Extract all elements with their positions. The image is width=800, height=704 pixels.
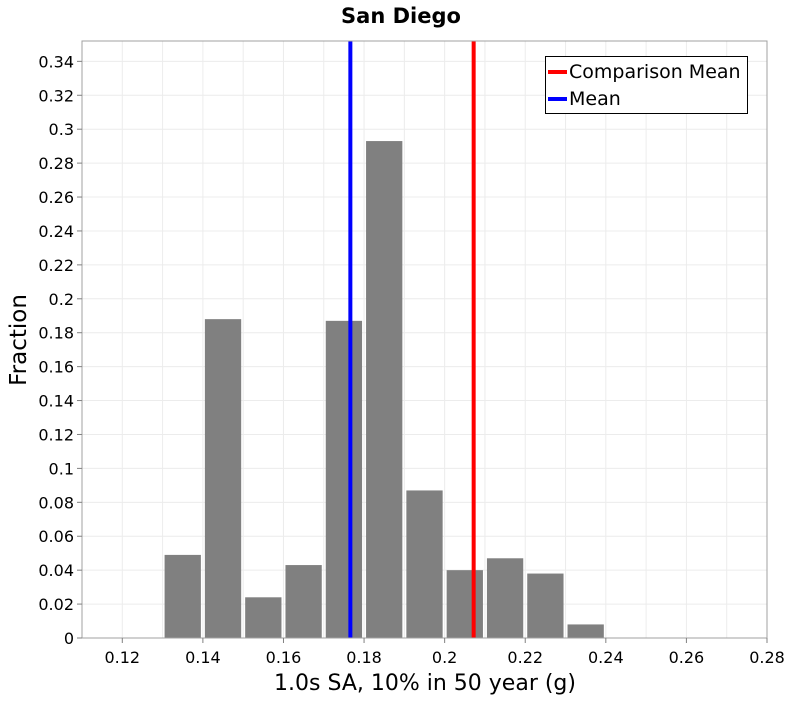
- legend-swatch-comparison-mean: [548, 70, 567, 74]
- histogram-bar-8: [446, 570, 483, 638]
- x-tick-label: 0.22: [507, 648, 543, 667]
- x-tick-label: 0.16: [266, 648, 302, 667]
- x-tick-label: 0.2: [432, 648, 457, 667]
- y-tick-label: 0.16: [38, 358, 74, 377]
- histogram-bar-1: [164, 554, 201, 638]
- x-tick-label: 0.26: [669, 648, 705, 667]
- histogram-bars: [164, 141, 604, 638]
- legend-entry-mean: Mean: [548, 87, 621, 111]
- x-tick-label: 0.28: [749, 648, 785, 667]
- y-tick-label: 0.12: [38, 425, 74, 444]
- histogram-bar-9: [486, 558, 524, 638]
- y-tick-label: 0.28: [38, 154, 74, 173]
- histogram-bar-11: [567, 624, 604, 638]
- y-tick-label: 0.02: [38, 595, 74, 614]
- x-tick-label: 0.18: [346, 648, 382, 667]
- plot-frame: [81, 40, 768, 639]
- histogram-bar-5: [325, 320, 363, 638]
- y-tick-label: 0.08: [38, 493, 74, 512]
- histogram-bar-3: [245, 597, 282, 638]
- histogram-bar-10: [527, 573, 564, 638]
- y-tick-label: 0.34: [38, 52, 74, 71]
- histogram-bar-7: [406, 490, 443, 638]
- y-tick-label: 0.14: [38, 392, 74, 411]
- x-tick-label: 0.12: [104, 648, 140, 667]
- histogram-bar-2: [204, 319, 242, 638]
- histogram-bar-4: [285, 565, 322, 638]
- y-tick-label: 0.3: [49, 120, 74, 139]
- histogram-bar-6: [366, 141, 403, 638]
- y-tick-label: 0.18: [38, 324, 74, 343]
- y-tick-label: 0.26: [38, 188, 74, 207]
- x-tick-label: 0.24: [588, 648, 624, 667]
- y-tick-label: 0.22: [38, 256, 74, 275]
- x-tick-label: 0.14: [185, 648, 221, 667]
- y-tick-label: 0.1: [49, 459, 74, 478]
- chart-title: San Diego: [341, 4, 461, 28]
- legend-swatch-mean: [548, 97, 567, 101]
- legend: Comparison Mean Mean: [545, 56, 748, 114]
- y-axis-label: Fraction: [6, 294, 32, 386]
- y-tick-label: 0: [64, 629, 74, 648]
- y-tick-label: 0.06: [38, 527, 74, 546]
- legend-entry-comparison-mean: Comparison Mean: [548, 60, 741, 84]
- legend-label-comparison-mean: Comparison Mean: [569, 61, 741, 83]
- y-tick-label: 0.2: [49, 290, 74, 309]
- y-tick-label: 0.24: [38, 222, 74, 241]
- legend-label-mean: Mean: [569, 88, 621, 110]
- y-tick-label: 0.32: [38, 86, 74, 105]
- x-axis-label: 1.0s SA, 10% in 50 year (g): [274, 671, 576, 696]
- axis-ticks: 0.12 0.14 0.16 0.18 0.2 0.22 0.24 0.26 0.28 0 0.02…: [38, 52, 784, 667]
- mean-lines: [348, 41, 476, 638]
- y-tick-label: 0.04: [38, 561, 74, 580]
